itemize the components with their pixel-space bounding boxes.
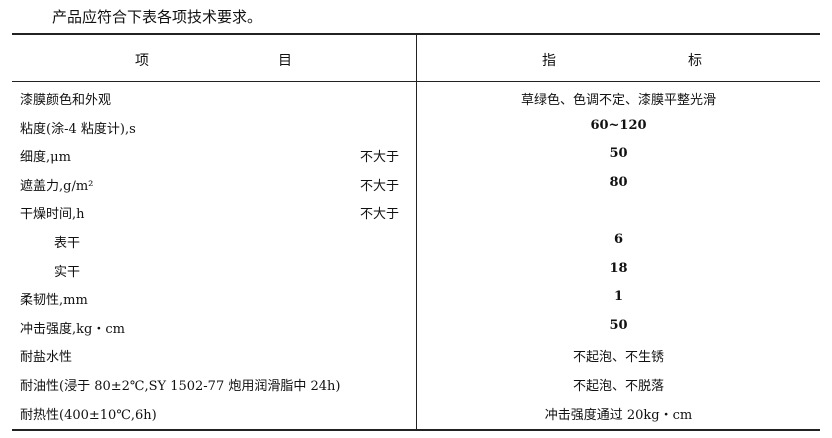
table-row: 表干 6 <box>12 226 820 255</box>
row-item-name: 表干 <box>54 235 81 251</box>
row-item-name: 耐油性(浸于 80±2℃,SY 1502-77 炮用润滑脂中 24h) <box>20 378 341 394</box>
spec-table: 项 目 指 标 漆膜颜色和外观 草绿色、色调不定、漆膜平整光滑粘度(涂-4 粘度计… <box>12 33 820 431</box>
row-item-name: 粘度(涂-4 粘度计),s <box>20 121 136 137</box>
header-index-a: 指 <box>542 53 556 69</box>
table-row: 耐油性(浸于 80±2℃,SY 1502-77 炮用润滑脂中 24h) 不起泡、不… <box>12 369 820 398</box>
row-index-value: 1 <box>613 289 624 305</box>
row-index-value: 18 <box>609 260 628 276</box>
row-item-name: 冲击强度,kg・cm <box>20 321 125 337</box>
row-index-value: 80 <box>609 174 628 190</box>
row-index-value: 冲击强度通过 20kg・cm <box>544 407 693 423</box>
column-divider <box>416 35 417 429</box>
row-index-value: 草绿色、色调不定、漆膜平整光滑 <box>520 93 716 108</box>
row-limit-note: 不大于 <box>360 178 400 194</box>
row-index-value: 50 <box>609 317 628 333</box>
row-limit-note: 不大于 <box>360 150 400 166</box>
table-row: 耐盐水性 不起泡、不生锈 <box>12 340 820 369</box>
row-limit-note: 不大于 <box>360 207 400 223</box>
table-row: 遮盖力,g/m² 不大于 80 <box>12 169 820 198</box>
table-row: 干燥时间,h 不大于 <box>12 197 820 226</box>
row-index-value: 50 <box>609 146 628 162</box>
row-item-name: 遮盖力,g/m² <box>20 178 94 194</box>
row-item-name: 干燥时间,h <box>20 207 85 223</box>
row-index-value: 不起泡、不脱落 <box>572 378 664 394</box>
table-row: 粘度(涂-4 粘度计),s 60~120 <box>12 112 820 141</box>
header-item-b: 目 <box>278 53 292 69</box>
header-index-b: 标 <box>688 53 702 69</box>
table-row: 柔韧性,mm 1 <box>12 283 820 312</box>
row-item-name: 实干 <box>54 264 81 280</box>
intro-text: 产品应符合下表各项技术要求。 <box>52 8 263 26</box>
header-item-a: 项 <box>135 53 149 69</box>
row-item-name: 柔韧性,mm <box>20 293 88 309</box>
row-item-name: 耐盐水性 <box>20 350 73 366</box>
table-row: 冲击强度,kg・cm 50 <box>12 312 820 341</box>
table-row: 实干 18 <box>12 255 820 284</box>
table-body: 漆膜颜色和外观 草绿色、色调不定、漆膜平整光滑粘度(涂-4 粘度计),s 60~12… <box>12 83 820 426</box>
row-item-name: 耐热性(400±10℃,6h) <box>20 407 157 423</box>
table-header: 项 目 指 标 <box>12 35 820 82</box>
table-row: 漆膜颜色和外观 草绿色、色调不定、漆膜平整光滑 <box>12 83 820 112</box>
row-item-name: 细度,μm <box>20 150 71 166</box>
table-row: 耐热性(400±10℃,6h) 冲击强度通过 20kg・cm <box>12 398 820 427</box>
row-index-value: 6 <box>613 231 624 247</box>
table-row: 细度,μm 不大于 50 <box>12 140 820 169</box>
row-index-value: 不起泡、不生锈 <box>572 350 664 366</box>
row-index-value: 60~120 <box>590 117 647 133</box>
row-item-name: 漆膜颜色和外观 <box>20 93 112 108</box>
